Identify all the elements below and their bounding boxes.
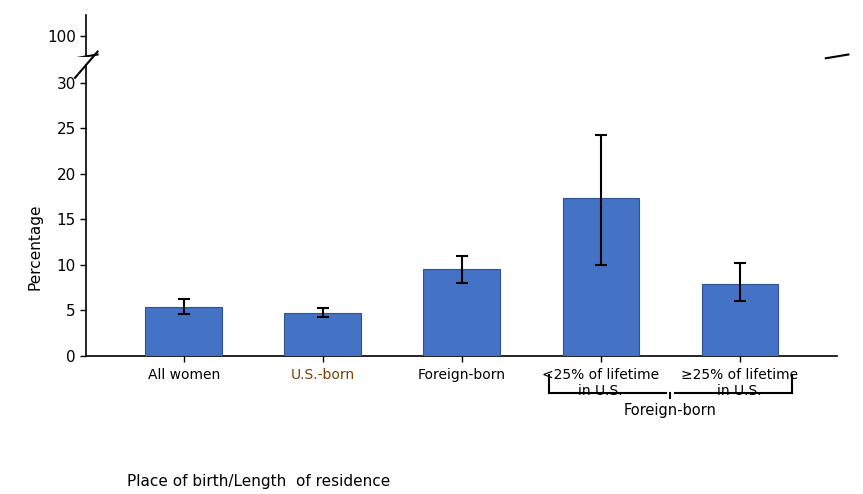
Bar bbox=[424, 269, 500, 356]
Text: Place of birth/Length  of residence: Place of birth/Length of residence bbox=[127, 474, 391, 489]
Bar bbox=[285, 313, 361, 356]
Bar bbox=[145, 307, 222, 356]
Text: Percentage: Percentage bbox=[27, 204, 42, 290]
Text: Foreign-born: Foreign-born bbox=[624, 403, 716, 417]
Bar bbox=[563, 199, 639, 356]
Bar bbox=[702, 284, 778, 356]
